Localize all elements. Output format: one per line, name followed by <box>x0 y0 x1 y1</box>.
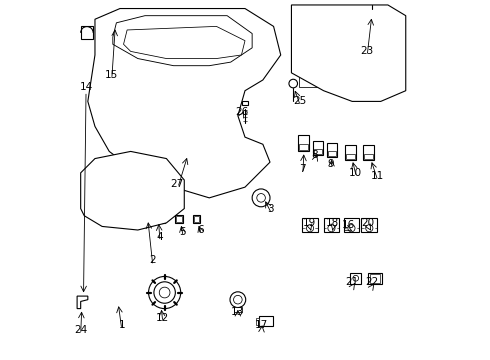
Bar <box>157 215 165 223</box>
Bar <box>184 149 193 155</box>
Circle shape <box>90 171 129 210</box>
Text: 9: 9 <box>327 159 334 169</box>
Circle shape <box>366 225 373 232</box>
Text: 12: 12 <box>156 312 170 323</box>
Text: 27: 27 <box>171 179 184 189</box>
Text: 18: 18 <box>326 218 339 228</box>
Bar <box>323 218 339 232</box>
Polygon shape <box>359 9 377 18</box>
Bar <box>306 50 334 58</box>
Polygon shape <box>77 296 88 309</box>
Text: 10: 10 <box>349 168 362 178</box>
Bar <box>113 98 213 162</box>
Circle shape <box>230 292 245 307</box>
Bar <box>327 143 337 157</box>
Text: 6: 6 <box>197 225 204 235</box>
Circle shape <box>159 287 170 298</box>
Text: 13: 13 <box>231 307 245 317</box>
Polygon shape <box>81 152 184 230</box>
Text: 7: 7 <box>299 164 305 174</box>
Circle shape <box>148 276 181 309</box>
Text: 20: 20 <box>362 218 375 228</box>
Bar <box>193 215 199 223</box>
Circle shape <box>352 30 395 73</box>
Circle shape <box>252 189 270 207</box>
Polygon shape <box>88 9 281 198</box>
Circle shape <box>102 184 117 198</box>
Bar <box>175 215 183 223</box>
Bar <box>234 307 242 312</box>
Polygon shape <box>123 26 245 59</box>
Circle shape <box>127 166 177 216</box>
Text: 8: 8 <box>311 150 318 160</box>
Circle shape <box>289 79 297 88</box>
Bar <box>345 145 356 160</box>
Circle shape <box>140 215 153 228</box>
Text: 24: 24 <box>74 325 87 335</box>
Bar <box>259 316 273 327</box>
Bar <box>298 16 398 87</box>
Text: 15: 15 <box>104 69 118 80</box>
Circle shape <box>113 17 119 22</box>
Polygon shape <box>292 5 406 102</box>
Bar <box>159 216 164 222</box>
Polygon shape <box>113 16 252 66</box>
Bar <box>243 102 248 105</box>
Bar <box>98 76 134 119</box>
Text: 11: 11 <box>370 171 384 181</box>
Bar <box>363 145 374 160</box>
Bar <box>298 135 309 152</box>
Text: 19: 19 <box>303 218 316 228</box>
Bar <box>302 218 318 232</box>
Bar <box>346 154 355 159</box>
Bar <box>343 218 359 232</box>
Bar <box>120 105 206 155</box>
Circle shape <box>348 225 355 232</box>
Bar <box>306 27 334 35</box>
Text: 2: 2 <box>149 255 155 265</box>
Circle shape <box>125 217 136 228</box>
Text: 14: 14 <box>79 82 93 92</box>
Bar <box>328 151 336 156</box>
Bar <box>194 216 199 222</box>
Circle shape <box>132 171 172 210</box>
Text: 23: 23 <box>360 46 373 57</box>
Circle shape <box>187 150 191 154</box>
Text: 3: 3 <box>267 203 273 213</box>
Circle shape <box>359 37 388 66</box>
Bar <box>369 274 380 283</box>
Text: 16: 16 <box>342 220 355 230</box>
Circle shape <box>84 166 134 216</box>
Text: 25: 25 <box>294 96 307 107</box>
Text: 4: 4 <box>156 232 163 242</box>
Circle shape <box>154 282 175 303</box>
Bar <box>364 154 373 159</box>
Polygon shape <box>81 26 93 39</box>
Text: 26: 26 <box>235 107 248 117</box>
Bar <box>306 39 334 46</box>
Text: 1: 1 <box>119 320 125 330</box>
Text: 5: 5 <box>179 227 186 237</box>
Bar <box>362 218 377 232</box>
Circle shape <box>145 184 159 198</box>
Circle shape <box>257 194 266 202</box>
Circle shape <box>234 296 242 304</box>
Bar <box>256 318 259 325</box>
Circle shape <box>144 218 149 224</box>
Circle shape <box>353 275 359 281</box>
Circle shape <box>306 225 314 232</box>
Circle shape <box>328 225 335 232</box>
Text: 21: 21 <box>345 277 359 287</box>
Bar <box>176 216 182 222</box>
Bar <box>313 141 323 155</box>
Bar <box>299 144 308 150</box>
Text: 17: 17 <box>254 320 268 330</box>
Bar <box>314 149 322 154</box>
Bar <box>350 273 361 284</box>
Bar <box>111 12 120 26</box>
Bar <box>368 273 382 284</box>
Text: 22: 22 <box>365 277 378 287</box>
Bar <box>306 62 334 69</box>
